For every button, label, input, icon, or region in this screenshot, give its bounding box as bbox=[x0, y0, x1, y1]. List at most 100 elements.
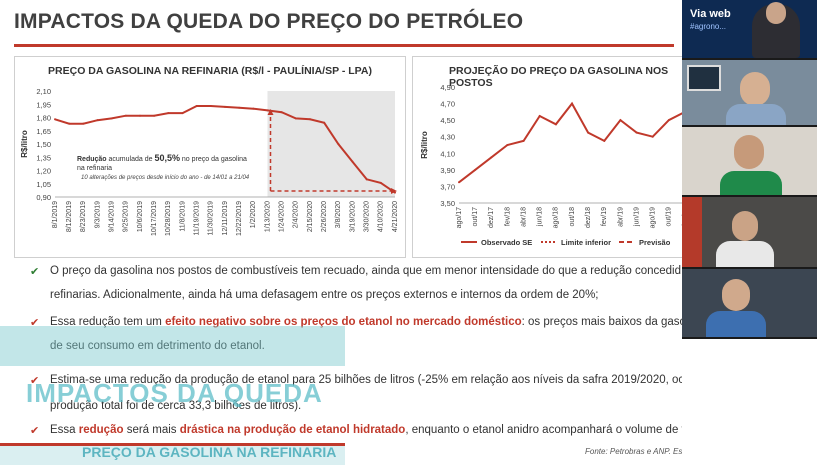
participant-shirt bbox=[706, 311, 766, 337]
data-point bbox=[651, 135, 654, 138]
bullet-2-line-1: Essa redução tem um efeito negativo sobr… bbox=[50, 316, 716, 328]
data-point bbox=[667, 119, 670, 122]
x-tick-label: 2/26/2020 bbox=[321, 201, 328, 232]
x-tick-label: 11/30/2019 bbox=[208, 201, 215, 236]
data-point bbox=[522, 139, 525, 142]
video-empty-area bbox=[682, 339, 817, 465]
bullet-2-text-end: : os preços mais baixos da gasolina le bbox=[521, 316, 716, 328]
data-point bbox=[571, 102, 573, 105]
bullet-2-line-2: de seu consumo em detrimento do etanol. bbox=[50, 340, 265, 352]
x-tick-label: 8/23/2019 bbox=[80, 201, 87, 232]
data-point bbox=[209, 105, 212, 108]
x-tick-label: out/18 bbox=[569, 207, 576, 227]
y-tick-label: 3,90 bbox=[440, 166, 455, 175]
participant-shirt bbox=[726, 104, 786, 125]
data-point bbox=[153, 114, 156, 117]
data-point bbox=[337, 143, 340, 145]
x-tick-label: fev/18 bbox=[504, 207, 511, 226]
bullet-1-line-1: O preço da gasolina nos postos de combus… bbox=[50, 265, 681, 277]
check-icon: ✔ bbox=[30, 425, 40, 437]
x-tick-label: abr/19 bbox=[617, 207, 624, 227]
x-tick-label: 1/2/2020 bbox=[250, 201, 257, 228]
bullet-3-line-1: Estima-se uma redução da produção de eta… bbox=[50, 374, 763, 386]
y-axis-label: R$/litro bbox=[420, 131, 429, 159]
x-tick-label: 10/6/2019 bbox=[137, 201, 144, 232]
refinery-price-chart: 2,10 1,95 1,80 1,65 1,50 1,35 1,20 1,05 0,90 R$/l… bbox=[20, 87, 399, 236]
data-point bbox=[538, 115, 541, 117]
annotation-line-2: na refinaria bbox=[77, 165, 112, 172]
y-tick-label: 4,30 bbox=[440, 133, 455, 142]
x-tick-label: 12/11/2019 bbox=[222, 201, 229, 236]
data-point bbox=[474, 168, 477, 171]
bullet-4-emphasis-2: drástica na produção de etanol hidratado bbox=[179, 424, 406, 436]
data-point bbox=[68, 122, 71, 125]
source-note: Fonte: Petrobras e ANP. Estimativas: PEC… bbox=[585, 447, 754, 456]
y-tick-label: 1,35 bbox=[36, 153, 51, 162]
data-point bbox=[365, 178, 368, 181]
x-tick-label: 2/4/2020 bbox=[293, 201, 300, 228]
video-tile-participant-2[interactable] bbox=[682, 60, 817, 125]
data-point bbox=[323, 121, 326, 124]
y-tick-label: 1,95 bbox=[36, 100, 51, 109]
x-tick-label: fev/19 bbox=[601, 207, 608, 226]
data-point bbox=[96, 119, 99, 122]
overlay-subtitle: PREÇO DA GASOLINA NA REFINARIA bbox=[82, 444, 337, 460]
data-point bbox=[266, 109, 269, 112]
data-point bbox=[490, 156, 493, 159]
x-tick-label: ago/17 bbox=[456, 207, 463, 229]
chart1-title: PREÇO DA GASOLINA NA REFINARIA (R$/l - P… bbox=[48, 65, 372, 77]
participant-shirt bbox=[716, 241, 774, 267]
tile-brand-text: Via web bbox=[690, 8, 731, 20]
y-tick-label: 1,20 bbox=[36, 167, 51, 176]
x-tick-label: 10/28/2019 bbox=[165, 201, 172, 236]
series-line bbox=[458, 101, 685, 184]
x-tick-label: 11/8/2019 bbox=[179, 201, 186, 232]
x-tick-label: 1/13/2020 bbox=[264, 201, 271, 232]
y-tick-label: 4,10 bbox=[440, 149, 455, 158]
x-tick-label: 12/22/2019 bbox=[236, 201, 243, 236]
arrow-head-right bbox=[391, 188, 397, 194]
data-point bbox=[587, 131, 590, 134]
x-tick-label: 9/25/2019 bbox=[123, 201, 130, 232]
presentation-slide: IMPACTOS DA QUEDA DO PREÇO DO PETRÓLEO P… bbox=[14, 10, 784, 456]
data-point bbox=[110, 117, 113, 120]
video-tile-host[interactable]: Via web #agrono... bbox=[682, 0, 817, 58]
x-tick-label: dez/17 bbox=[488, 207, 495, 228]
data-point bbox=[82, 122, 85, 125]
bullet-2-emphasis: efeito negativo sobre os preços do etano… bbox=[165, 316, 522, 328]
data-point bbox=[309, 118, 311, 121]
y-tick-label: 1,05 bbox=[36, 180, 51, 189]
background-monitor bbox=[687, 65, 721, 91]
y-tick-label: 1,50 bbox=[36, 140, 51, 149]
video-tile-participant-5[interactable] bbox=[682, 269, 817, 337]
data-point bbox=[224, 105, 226, 108]
x-tick-label: 2/15/2020 bbox=[307, 201, 314, 232]
check-icon: ✔ bbox=[30, 266, 40, 278]
x-tick-label: jun/18 bbox=[537, 207, 544, 227]
legend-label: Limite inferior bbox=[561, 238, 611, 247]
check-icon: ✔ bbox=[30, 317, 40, 329]
data-point bbox=[238, 106, 241, 109]
data-point bbox=[54, 118, 56, 121]
video-tile-participant-3[interactable] bbox=[682, 127, 817, 195]
video-tile-participant-4[interactable] bbox=[682, 197, 817, 267]
participant-face bbox=[766, 2, 786, 24]
y-tick-label: 4,50 bbox=[440, 116, 455, 125]
x-tick-label: abr/18 bbox=[520, 207, 527, 227]
bullet-4-text-mid: será mais bbox=[123, 424, 180, 436]
bullet-4-text: Essa bbox=[50, 424, 79, 436]
overlay-title: IMPACTOS DA QUEDA bbox=[26, 378, 323, 408]
data-point bbox=[280, 111, 283, 114]
participant-face bbox=[734, 135, 764, 169]
x-tick-label: jun/19 bbox=[633, 207, 640, 227]
y-tick-label: 1,65 bbox=[36, 127, 51, 136]
overlay-strip bbox=[0, 446, 345, 465]
participant-face bbox=[740, 72, 770, 106]
data-point bbox=[458, 181, 460, 184]
data-point bbox=[195, 105, 198, 108]
x-tick-label: 9/3/2019 bbox=[94, 201, 101, 228]
overlay-red-line bbox=[0, 443, 345, 446]
x-tick-label: 9/14/2019 bbox=[109, 201, 116, 232]
x-tick-label: 8/1/2019 bbox=[52, 201, 59, 228]
annotation-line-3: 10 alterações de preços desde início do … bbox=[81, 175, 250, 181]
